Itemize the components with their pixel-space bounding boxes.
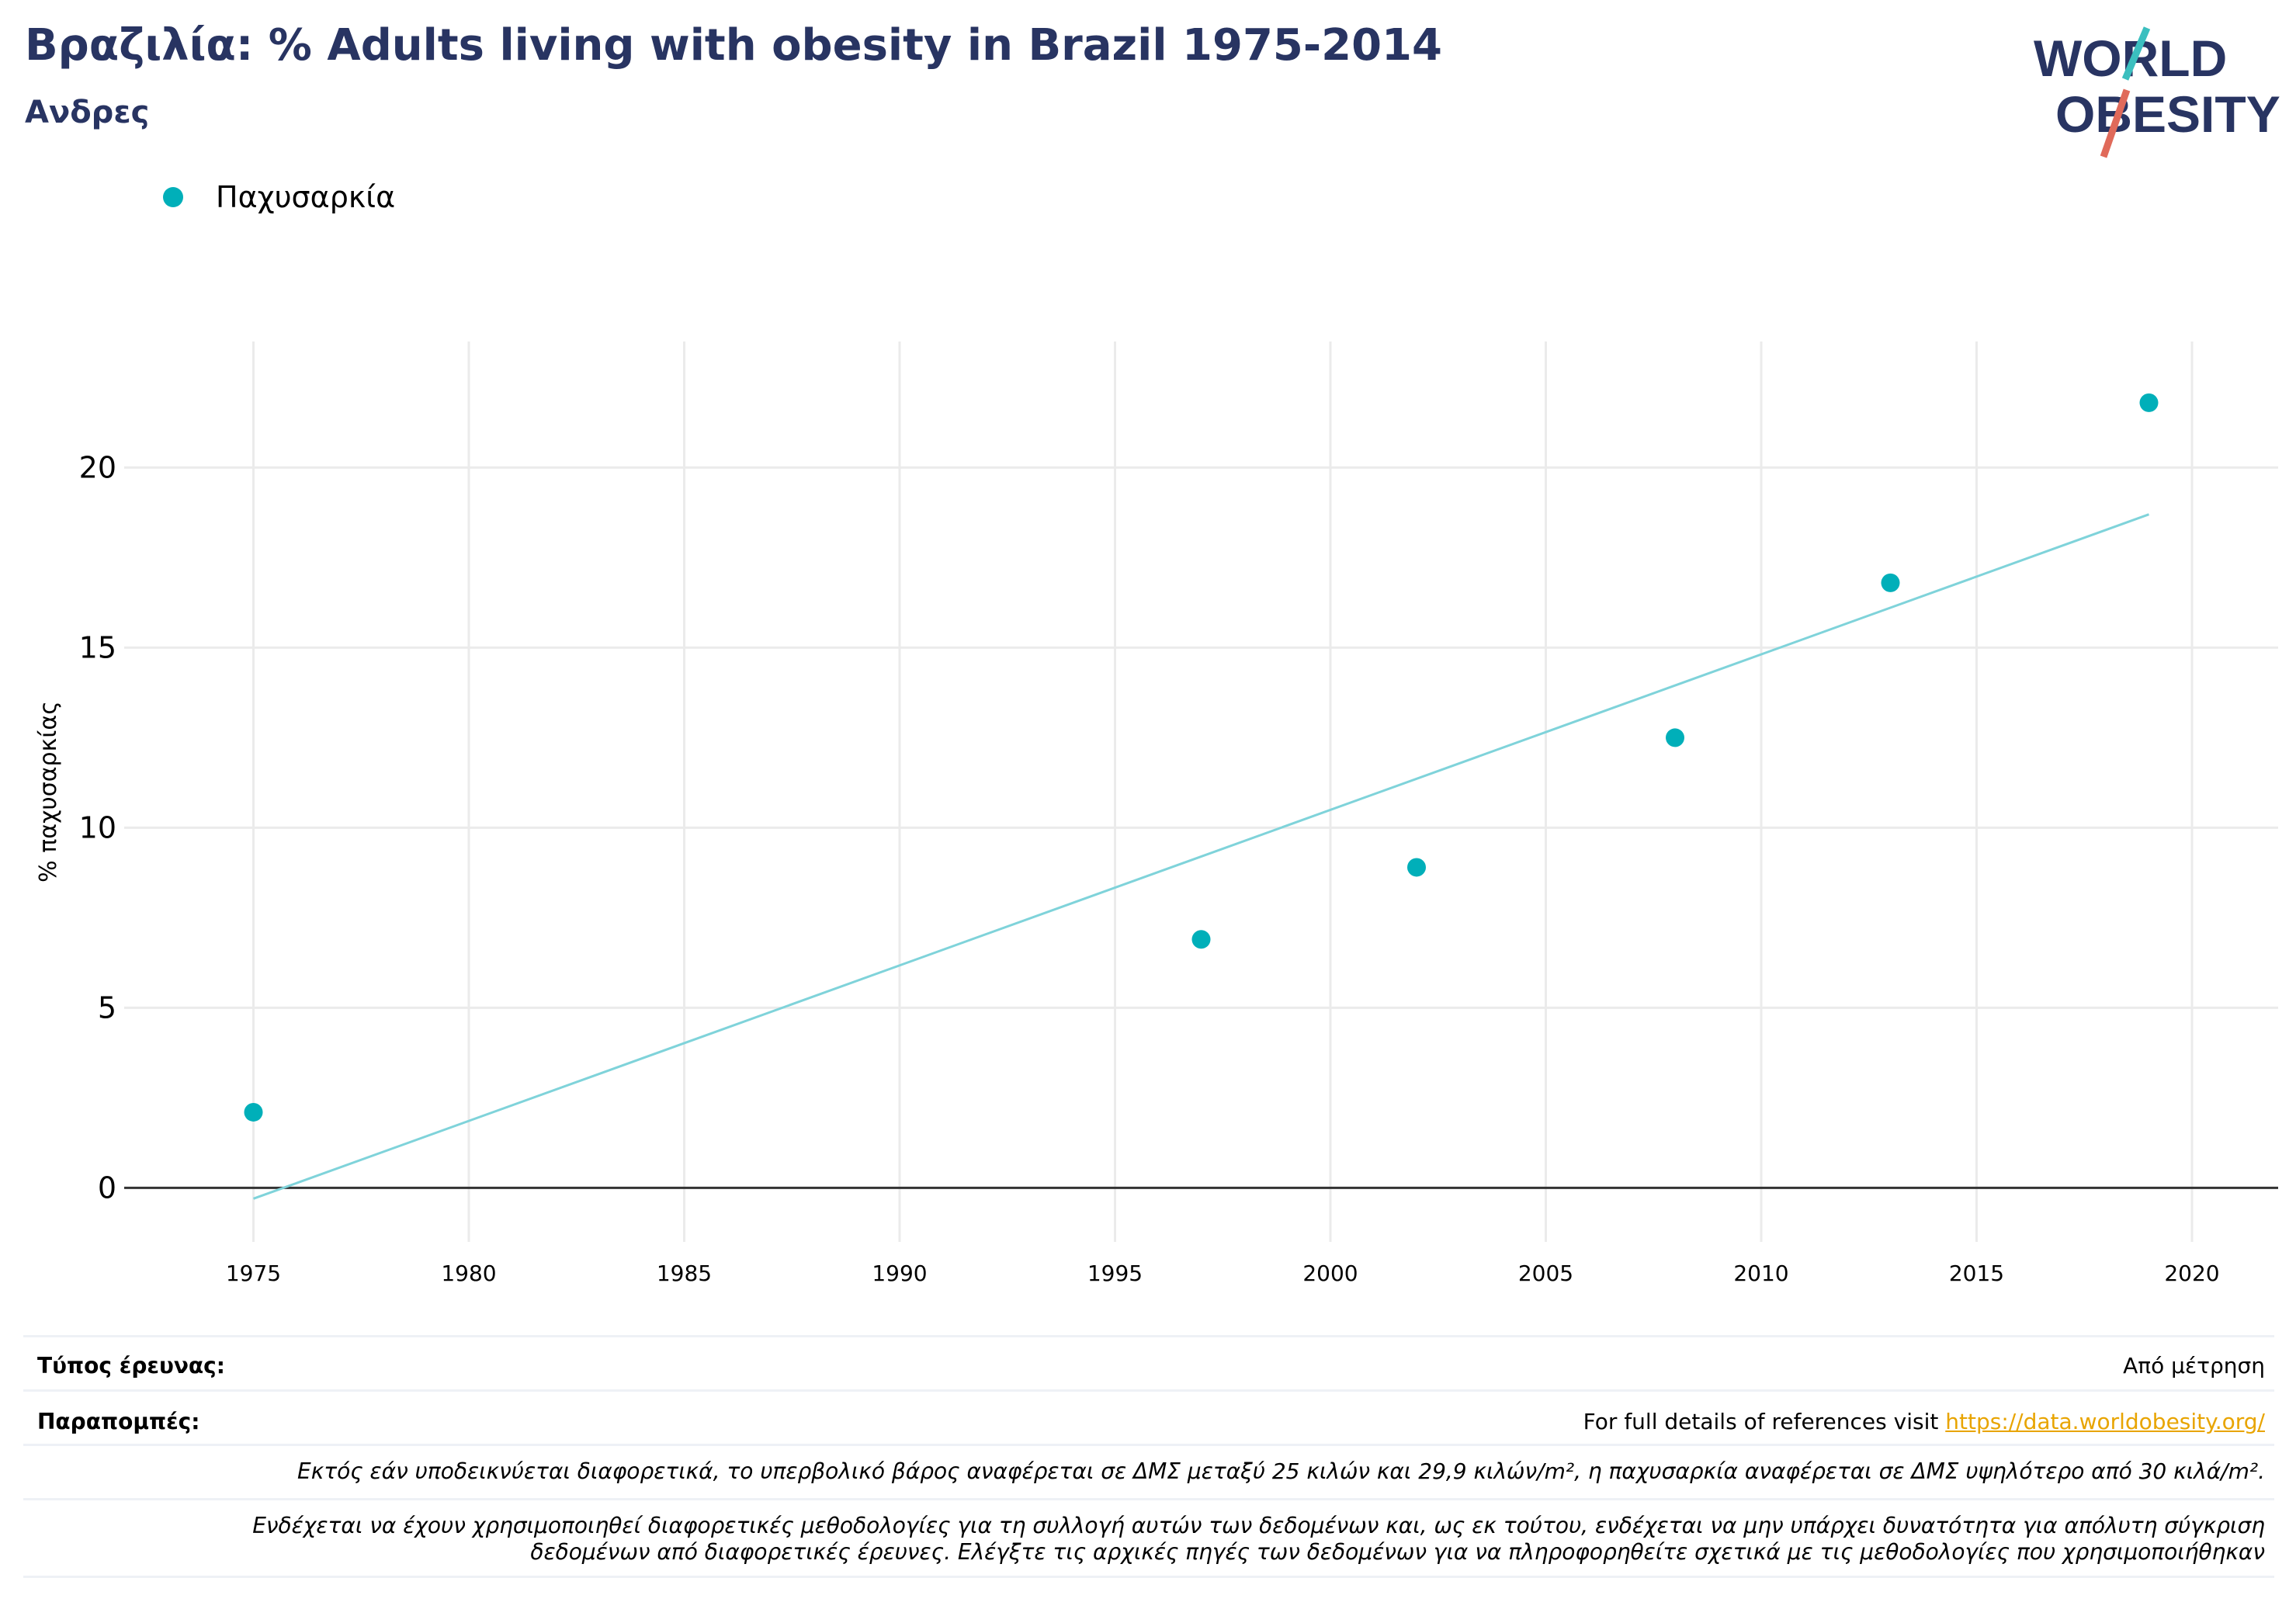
chart-title: Βραζιλία: % Adults living with obesity i… [25,20,1442,71]
references-label: Παραπομπές: [37,1409,200,1434]
x-tick-label: 1985 [657,1261,712,1286]
x-tick-label: 1980 [441,1261,496,1286]
references-text: For full details of references visit [1583,1409,1946,1434]
data-point [1666,728,1684,747]
data-point [1881,573,1900,592]
references-row: Παραπομπές: For full details of referenc… [23,1389,2274,1446]
x-tick-label: 1990 [872,1261,927,1286]
y-tick-label: 0 [98,1170,116,1205]
legend-label: Παχυσαρκία [216,180,396,214]
scatter-chart: 1975 1980 1985 1990 1995 2000 2005 2010 2015 2020… [35,342,2278,1286]
x-tick-label: 2005 [1518,1261,1573,1286]
note-bmi-definition: Εκτός εάν υποδεικνύεται διαφορετικά, το … [297,1458,2265,1484]
note-methodology-line2: δεδομένων από διαφορετικές έρευνες. Ελέγ… [530,1539,2265,1565]
data-point [1191,930,1211,949]
note-methodology-row: Ενδέχεται να έχουν χρησιμοποιηθεί διαφορ… [23,1498,2274,1578]
note-bmi-row: Εκτός εάν υποδεικνύεται διαφορετικά, το … [23,1444,2274,1500]
note-methodology-line1: Ενδέχεται να έχουν χρησιμοποιηθεί διαφορ… [252,1513,2265,1538]
y-tick-label: 15 [79,630,116,664]
legend-marker [163,187,183,207]
logo-slash-red [2100,88,2131,158]
survey-type-label: Τύπος έρευνας: [37,1353,225,1379]
x-tick-label: 2000 [1302,1261,1358,1286]
x-tick-label: 1975 [226,1261,281,1286]
world-obesity-logo: WORLD OBESITY [2034,26,2280,158]
logo-word-obesity: OBESITY [2055,85,2280,143]
y-axis-label: % παχυσαρκίας [35,701,62,883]
references-link[interactable]: https://data.worldobesity.org/ [1945,1409,2265,1434]
data-point [2139,393,2159,412]
trend-line [252,513,2150,1200]
references-value: For full details of references visit htt… [1583,1409,2265,1434]
y-tick-label: 5 [98,990,116,1025]
x-tick-label: 1995 [1087,1261,1143,1286]
survey-type-row: Τύπος έρευνας: Από μέτρηση [23,1335,2274,1392]
y-tick-label: 20 [79,450,116,484]
x-tick-label: 2015 [1949,1261,2004,1286]
x-tick-label: 2020 [2164,1261,2219,1286]
chart-subtitle: Ανδρες [25,95,150,130]
y-tick-label: 10 [79,810,116,844]
data-point [1407,858,1426,877]
logo-slash-teal [2121,26,2151,81]
chart-legend: Παχυσαρκία [163,180,395,214]
footer-bottom-rule [23,1576,2274,1578]
data-point [244,1102,263,1122]
x-tick-label: 2010 [1733,1261,1788,1286]
survey-type-value: Από μέτρηση [2123,1353,2265,1379]
